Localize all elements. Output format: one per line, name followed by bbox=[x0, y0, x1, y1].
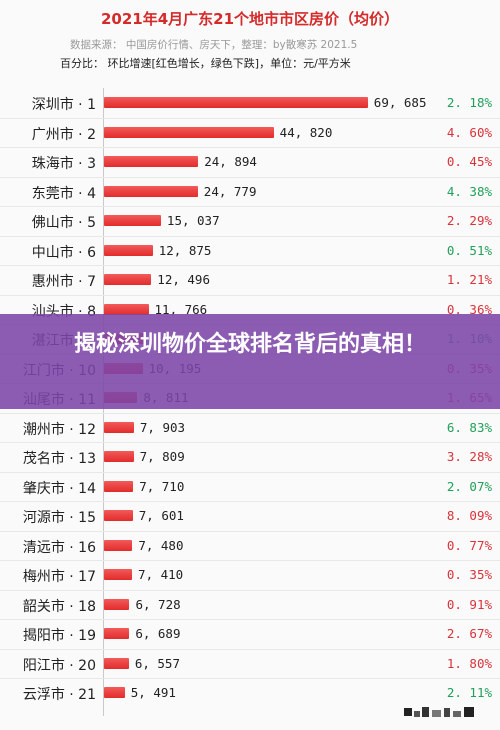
bar bbox=[104, 569, 133, 580]
headline-banner bbox=[0, 314, 500, 409]
row-divider bbox=[0, 530, 500, 532]
value-label: 6, 728 bbox=[135, 596, 181, 612]
value-label: 12, 875 bbox=[158, 242, 212, 258]
category-label: 揭阳市 · 19 bbox=[22, 628, 96, 644]
headline-text: 揭秘深圳物价全球排名背后的真相！ bbox=[73, 332, 426, 357]
bar bbox=[104, 156, 199, 167]
change-percent: 0. 35% bbox=[446, 567, 492, 582]
row-divider bbox=[0, 176, 500, 178]
row-divider bbox=[0, 678, 500, 680]
change-percent: 3. 28% bbox=[446, 449, 492, 464]
row-divider bbox=[0, 471, 500, 473]
chart-title: 2021年4月广东21个地市市区房价（均价） bbox=[100, 10, 400, 28]
category-label: 河源市 · 15 bbox=[22, 510, 96, 526]
value-label: 24, 779 bbox=[203, 183, 257, 199]
row-divider bbox=[0, 117, 500, 119]
row-divider bbox=[0, 589, 500, 591]
change-percent: 0. 51% bbox=[446, 242, 492, 258]
value-label: 69, 685 bbox=[373, 95, 427, 110]
category-label: 广州市 · 2 bbox=[31, 126, 96, 143]
row-divider bbox=[0, 294, 500, 296]
value-label: 7, 809 bbox=[139, 449, 185, 464]
row-divider bbox=[0, 235, 500, 237]
bar bbox=[104, 97, 368, 108]
category-label: 肇庆市 · 14 bbox=[22, 480, 96, 497]
row-divider bbox=[0, 560, 500, 562]
category-label: 深圳市 · 1 bbox=[31, 97, 96, 113]
change-percent: 0. 36% bbox=[446, 301, 492, 317]
value-label: 15, 037 bbox=[166, 213, 220, 228]
category-label: 清远市 · 16 bbox=[22, 539, 96, 556]
row-divider bbox=[0, 619, 500, 621]
value-label: 7, 410 bbox=[138, 567, 184, 582]
change-percent: 2. 29% bbox=[446, 213, 492, 228]
value-label: 5, 491 bbox=[130, 685, 176, 700]
bar bbox=[104, 657, 129, 669]
category-label: 阳江市 · 20 bbox=[22, 657, 96, 674]
row-divider bbox=[0, 265, 500, 267]
source-line: 数据来源： 中国房价行情、房天下，整理：by散寒苏 2021.5 bbox=[70, 39, 358, 51]
category-label: 东莞市 · 4 bbox=[31, 185, 96, 202]
row-divider bbox=[0, 147, 500, 149]
change-percent: 1. 21% bbox=[446, 272, 492, 287]
value-label: 7, 480 bbox=[138, 537, 184, 553]
row-divider bbox=[0, 412, 500, 414]
bar bbox=[104, 480, 134, 492]
category-label: 潮州市 · 12 bbox=[22, 421, 96, 438]
change-percent: 0. 77% bbox=[446, 537, 492, 553]
value-label: 7, 710 bbox=[139, 478, 185, 494]
bar bbox=[104, 451, 134, 462]
value-label: 12, 496 bbox=[157, 272, 210, 287]
bar bbox=[104, 126, 274, 138]
change-percent: 8. 09% bbox=[446, 508, 492, 523]
change-percent: 2. 11% bbox=[446, 685, 492, 700]
row-divider bbox=[0, 206, 500, 208]
bar bbox=[104, 244, 153, 256]
change-percent: 0. 91% bbox=[446, 596, 492, 612]
category-label: 珠海市 · 3 bbox=[31, 156, 96, 172]
category-label: 茂名市 · 13 bbox=[22, 451, 96, 467]
category-label: 惠州市 · 7 bbox=[31, 274, 96, 290]
row-divider bbox=[0, 442, 500, 444]
category-label: 梅州市 · 17 bbox=[22, 569, 96, 585]
category-label: 中山市 · 6 bbox=[31, 244, 96, 261]
category-label: 韶关市 · 18 bbox=[22, 598, 96, 615]
watermark-mosaic bbox=[404, 707, 474, 717]
category-label: 佛山市 · 5 bbox=[31, 215, 96, 231]
value-label: 6, 557 bbox=[134, 655, 180, 671]
legend-line: 百分比： 环比增速[红色增长，绿色下跌]，单位：元/平方米 bbox=[60, 57, 351, 70]
bar bbox=[104, 687, 125, 698]
change-percent: 2. 07% bbox=[446, 478, 492, 494]
change-percent: 4. 60% bbox=[446, 124, 492, 140]
value-label: 6, 689 bbox=[135, 626, 181, 641]
bar bbox=[104, 215, 161, 226]
bar bbox=[104, 274, 152, 285]
bar bbox=[104, 303, 149, 315]
row-divider bbox=[0, 648, 500, 650]
bar bbox=[104, 510, 133, 521]
bar bbox=[104, 598, 130, 610]
bar bbox=[104, 628, 130, 639]
value-label: 7, 601 bbox=[138, 508, 184, 523]
change-percent: 2. 18% bbox=[446, 95, 492, 110]
change-percent: 4. 38% bbox=[446, 183, 492, 199]
value-label: 24, 894 bbox=[204, 154, 257, 169]
change-percent: 2. 67% bbox=[446, 626, 492, 641]
change-percent: 1. 80% bbox=[446, 655, 492, 671]
row-divider bbox=[0, 501, 500, 503]
change-percent: 0. 45% bbox=[446, 154, 492, 169]
value-label: 7, 903 bbox=[139, 419, 186, 435]
change-percent: 6. 83% bbox=[446, 419, 492, 435]
value-label: 11, 766 bbox=[154, 301, 208, 317]
bar bbox=[104, 185, 198, 197]
bar bbox=[104, 539, 133, 551]
category-label: 云浮市 · 21 bbox=[22, 687, 96, 703]
value-label: 44, 820 bbox=[279, 124, 333, 140]
bar bbox=[104, 421, 134, 433]
